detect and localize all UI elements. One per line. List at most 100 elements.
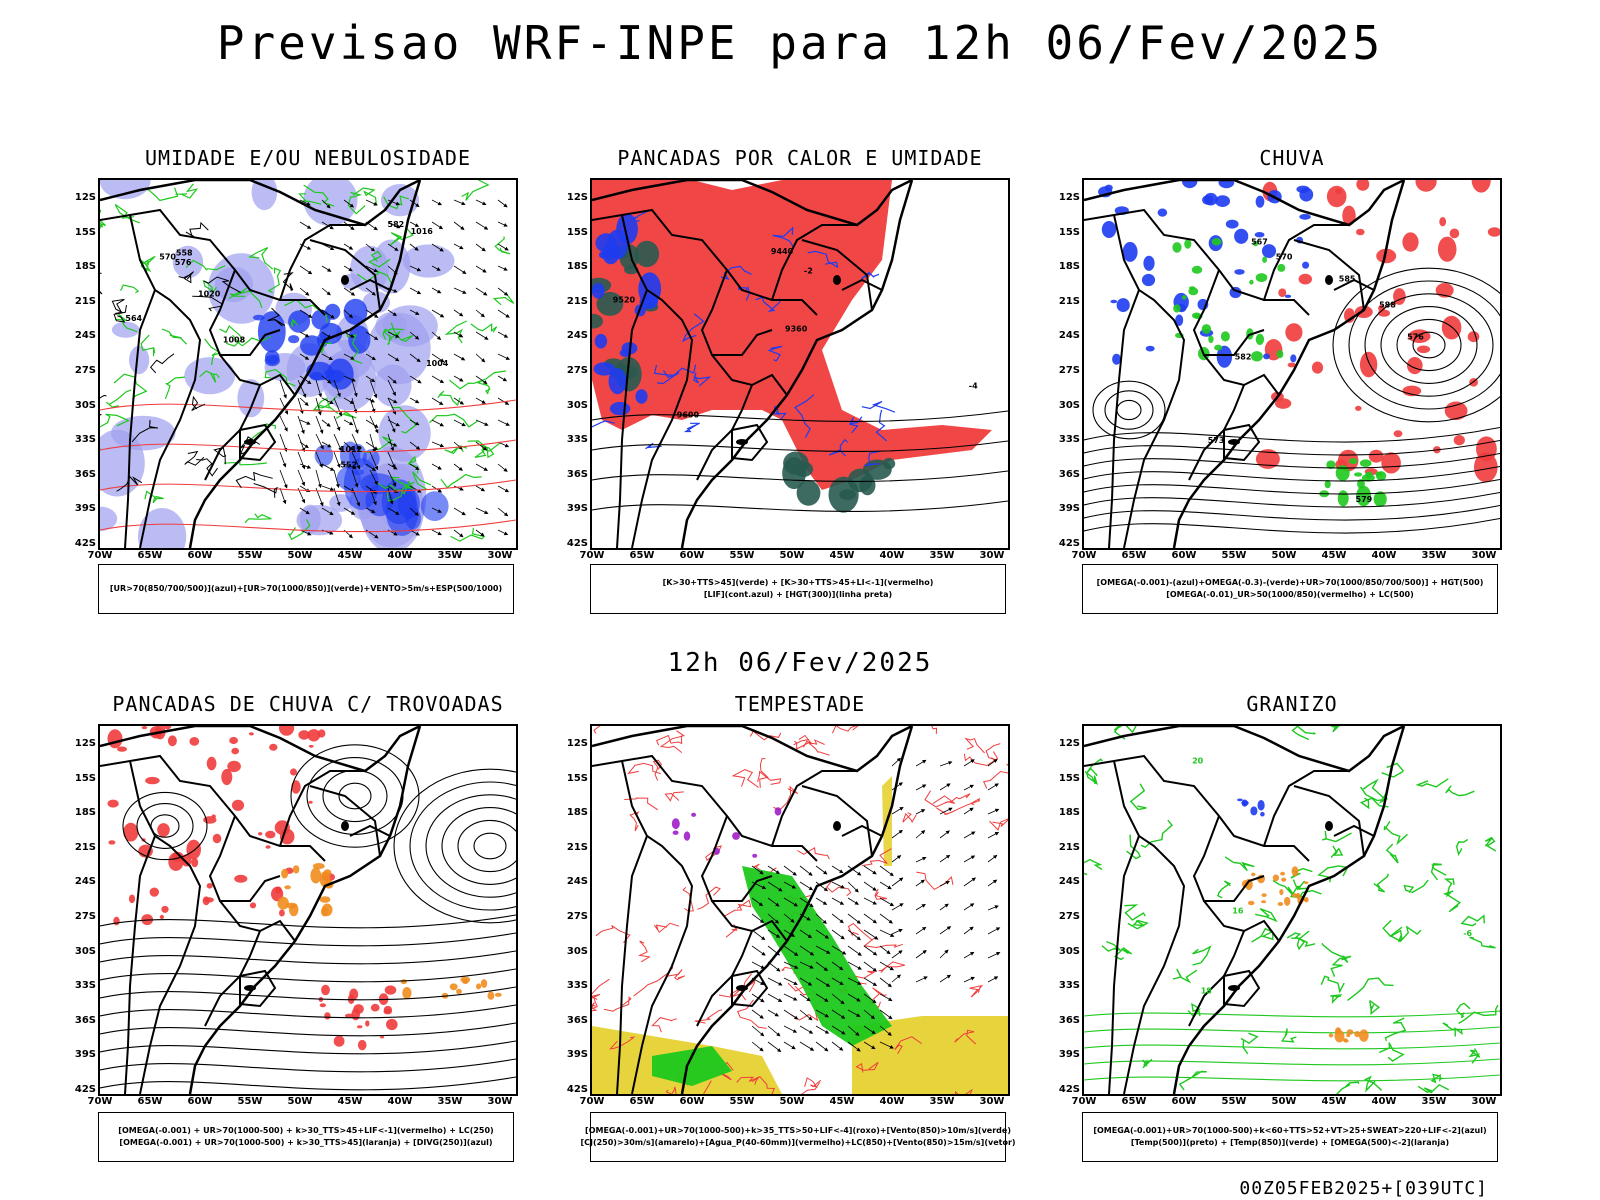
lifted-index-contour <box>629 210 649 222</box>
humidity-high-area <box>327 358 354 390</box>
convection-area <box>456 988 462 995</box>
upper-level-streamline <box>100 1076 516 1091</box>
wind-850-vector <box>831 945 847 955</box>
lifted-index-area <box>598 251 610 259</box>
omega-500-area <box>1304 881 1309 884</box>
low-level-humidity-contour <box>139 259 152 273</box>
height-300-contour <box>592 470 1008 482</box>
rain-area <box>1453 435 1465 446</box>
geopotential-contour <box>1084 504 1500 521</box>
wind-vector <box>343 397 355 405</box>
panel-title: GRANIZO <box>1246 692 1338 716</box>
wind-vector <box>409 199 420 208</box>
map-panel: 1012 1016 1020 1008 1004 570 576 582 564 558 552 12… <box>75 178 518 561</box>
wind-850-vector <box>963 784 975 791</box>
thunderstorm-area <box>113 916 120 926</box>
severe-storm-area <box>671 818 680 830</box>
precipitable-water-contour <box>603 996 632 1012</box>
thunderstorm-area <box>324 1012 331 1020</box>
temperature-850-contour <box>1381 762 1404 778</box>
contour-label: 552 <box>340 461 357 470</box>
longitude-tick-label: 55W <box>237 1096 263 1107</box>
precipitable-water-contour <box>624 797 659 811</box>
wind-vector <box>343 507 356 515</box>
omega-500-area <box>1304 897 1309 903</box>
legend-line: [OMEGA(-0.001)-(azul)+OMEGA(-0.3)-(verde… <box>1096 578 1484 587</box>
wind-vector <box>409 243 419 251</box>
geopotential-high-contour <box>1348 280 1500 410</box>
wind-850-vector <box>767 913 780 924</box>
longitude-tick-label: 40W <box>387 550 413 561</box>
rain-area <box>1287 362 1296 368</box>
wind-vector <box>299 331 310 338</box>
wind-850-vector <box>767 1041 782 1053</box>
omega-500-area <box>1251 872 1256 877</box>
latitude-tick-label: 18S <box>566 261 588 273</box>
lifted-index-contour <box>772 226 795 249</box>
omega-ascent-area <box>1110 299 1118 304</box>
longitude-tick-label: 55W <box>1221 1096 1247 1107</box>
rain-area <box>1255 449 1280 469</box>
wind-vector <box>279 469 288 489</box>
low-level-humidity-contour <box>119 284 140 294</box>
country-border <box>1108 835 1140 1094</box>
wind-vector <box>497 485 510 493</box>
wind-vector <box>369 397 376 414</box>
latitude-tick-label: 33S <box>1058 980 1080 992</box>
wind-vector <box>431 507 442 513</box>
wind-850-vector <box>987 976 999 983</box>
contour-label: 20 <box>1192 757 1204 766</box>
wind-850-vector <box>783 1025 798 1033</box>
thickness-contour <box>100 439 516 453</box>
thunderstorm-area <box>191 857 199 868</box>
legend-box: [OMEGA(-0.001)+UR>70(1000-500)+k>35_TTS>… <box>580 1112 1016 1162</box>
wind-vector <box>453 507 466 516</box>
upper-level-streamline <box>100 932 516 947</box>
low-level-humidity-contour <box>450 527 486 542</box>
latitude-tick-label: 30S <box>566 945 588 957</box>
omega-ascent-area <box>1175 314 1184 326</box>
wind-850-vector <box>879 1041 894 1049</box>
coastline <box>592 180 914 548</box>
wind-850-vector <box>987 854 998 863</box>
thunderstorm-area <box>248 732 254 736</box>
unstable-humid-area <box>782 457 806 490</box>
precipitable-water-contour <box>742 973 756 993</box>
longitude-tick-label: 70W <box>87 550 113 561</box>
wind-vector <box>333 451 341 469</box>
rain-area <box>1311 361 1324 374</box>
wind-vector <box>343 441 354 451</box>
wind-850-vector <box>879 913 893 924</box>
wind-vector <box>299 309 313 318</box>
unstable-humid-area <box>796 480 821 506</box>
panel-title: TEMPESTADE <box>734 692 866 716</box>
rain-area <box>1342 205 1356 226</box>
wind-850-vector <box>879 993 893 1001</box>
wind-850-vector <box>987 905 999 911</box>
wind-850-vector <box>783 993 798 1001</box>
jet-streamline-circle <box>122 791 208 861</box>
lifted-index-area <box>595 233 617 253</box>
precipitable-water-contour <box>702 1080 712 1094</box>
omega-ascent-area <box>1141 273 1156 287</box>
convection-area <box>319 896 331 903</box>
wind-850-vector <box>783 1041 796 1050</box>
precipitable-water-contour <box>694 1009 723 1024</box>
wind-vector <box>321 199 331 209</box>
low-level-humidity-contour <box>390 476 415 490</box>
temperature-850-contour <box>1084 1042 1500 1050</box>
strong-ascent-area <box>1337 490 1349 507</box>
contour-label: 9440 <box>771 247 794 256</box>
contour-label: 9520 <box>613 296 636 305</box>
wind-850-vector <box>831 881 845 889</box>
strong-ascent-area <box>1255 333 1265 345</box>
geopotential-high-contour <box>1364 293 1494 397</box>
thunderstorm-area <box>189 737 200 746</box>
wind-vector <box>343 375 356 382</box>
wind-vector <box>369 469 378 486</box>
wind-vector <box>351 487 361 507</box>
lake <box>1325 275 1333 285</box>
omega-500-area <box>1346 1029 1354 1035</box>
omega-500-area <box>1291 866 1299 877</box>
map-panel: 12S 15S 18S 21S 24S 27S 30S 33S 36S 39S 42S 70W 65W 6… <box>567 724 1010 1107</box>
